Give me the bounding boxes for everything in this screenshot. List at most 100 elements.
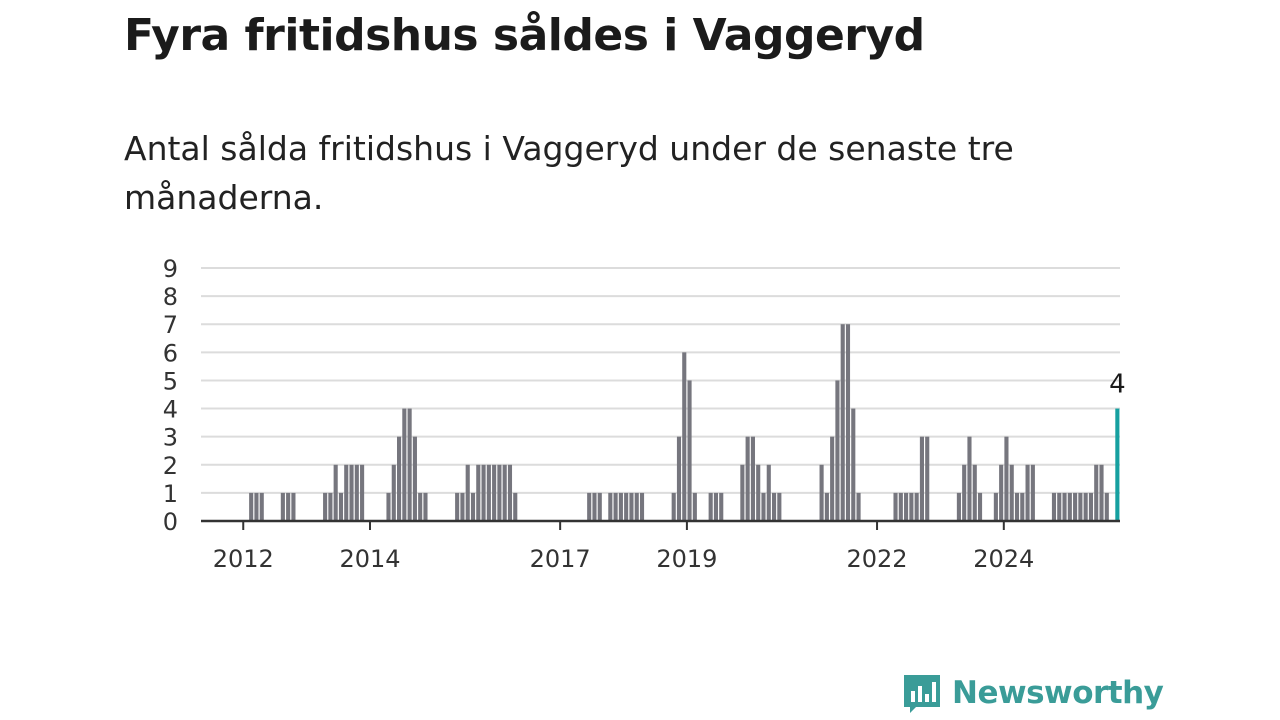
bar	[851, 408, 856, 521]
bar	[819, 464, 824, 521]
bar	[259, 492, 264, 521]
data-label: 4	[1109, 370, 1126, 400]
bar	[904, 492, 909, 521]
bar	[1020, 492, 1025, 521]
bar	[919, 436, 924, 521]
bar	[1014, 492, 1020, 521]
bar	[476, 464, 481, 521]
bar	[745, 436, 750, 521]
bar	[1099, 464, 1104, 521]
bar	[1025, 464, 1030, 521]
bar	[824, 492, 829, 521]
bar	[323, 492, 328, 521]
bar	[750, 436, 755, 521]
bar	[608, 492, 613, 521]
bar	[497, 464, 502, 521]
bar	[845, 324, 851, 521]
bar	[999, 464, 1004, 521]
chart-subtitle: Antal sålda fritidshus i Vaggeryd under …	[124, 129, 1014, 217]
bar	[914, 492, 919, 521]
bar	[286, 492, 291, 521]
y-tick-label: 3	[163, 424, 178, 452]
bar	[1062, 492, 1067, 521]
bar	[962, 464, 967, 521]
bar	[687, 380, 692, 521]
y-tick-label: 9	[163, 255, 178, 283]
bar	[771, 492, 777, 521]
bar	[671, 492, 676, 521]
bar	[354, 464, 359, 521]
bar	[397, 436, 402, 521]
bar	[280, 492, 285, 521]
bar	[486, 464, 491, 521]
bar	[1078, 492, 1083, 521]
bar	[956, 492, 961, 521]
x-tick-label: 2017	[530, 545, 591, 573]
bar	[333, 464, 338, 521]
y-tick-label: 1	[163, 480, 178, 508]
bar	[1057, 492, 1062, 521]
bar	[692, 492, 697, 521]
bar	[1104, 492, 1109, 521]
bar	[249, 492, 254, 521]
brand-logo: Newsworthy	[902, 670, 1164, 716]
bar	[492, 464, 497, 521]
bar	[967, 436, 972, 521]
bar	[909, 492, 914, 521]
bar	[835, 380, 840, 521]
bar	[481, 464, 486, 521]
bar	[713, 492, 719, 521]
y-tick-label: 0	[163, 508, 178, 536]
bar	[291, 492, 296, 521]
bar	[338, 492, 344, 521]
bar	[708, 492, 713, 521]
bar	[1004, 436, 1009, 521]
bar	[344, 464, 349, 521]
bar	[1009, 464, 1014, 521]
bar	[682, 352, 687, 521]
bar	[1083, 492, 1088, 521]
bar	[597, 492, 602, 521]
x-tick-label: 2014	[339, 545, 400, 573]
y-tick-label: 8	[163, 283, 178, 311]
bar	[349, 464, 354, 521]
bar	[972, 464, 977, 521]
bar	[587, 492, 592, 521]
y-tick-label: 6	[163, 339, 178, 367]
bar	[1067, 492, 1072, 521]
bar	[925, 436, 930, 521]
y-tick-label: 2	[163, 452, 178, 480]
x-tick-label: 2024	[973, 545, 1034, 573]
bar	[740, 464, 745, 521]
bar	[1030, 464, 1035, 521]
bar	[1094, 464, 1099, 521]
brand-name: Newsworthy	[952, 675, 1164, 711]
bar	[391, 464, 396, 521]
bar	[856, 492, 861, 521]
bar	[777, 492, 782, 521]
x-tick-label: 2022	[847, 545, 908, 573]
bar	[502, 464, 507, 521]
bar	[676, 436, 682, 521]
bar	[1051, 492, 1057, 521]
bar	[830, 436, 835, 521]
bar	[840, 324, 845, 521]
bar	[639, 492, 645, 521]
bar	[460, 492, 465, 521]
bar	[977, 492, 983, 521]
bar	[465, 464, 470, 521]
bar	[618, 492, 623, 521]
newsworthy-logo-icon	[904, 675, 940, 713]
bar	[455, 492, 460, 521]
bar	[423, 492, 428, 521]
bar-highlight	[1115, 408, 1120, 521]
bar	[761, 492, 766, 521]
bar	[418, 492, 423, 521]
bar	[407, 408, 412, 521]
bar	[412, 436, 417, 521]
y-tick-label: 7	[163, 311, 178, 339]
bar	[756, 464, 761, 521]
bar	[719, 492, 724, 521]
bar	[993, 492, 998, 521]
bar	[360, 464, 365, 521]
